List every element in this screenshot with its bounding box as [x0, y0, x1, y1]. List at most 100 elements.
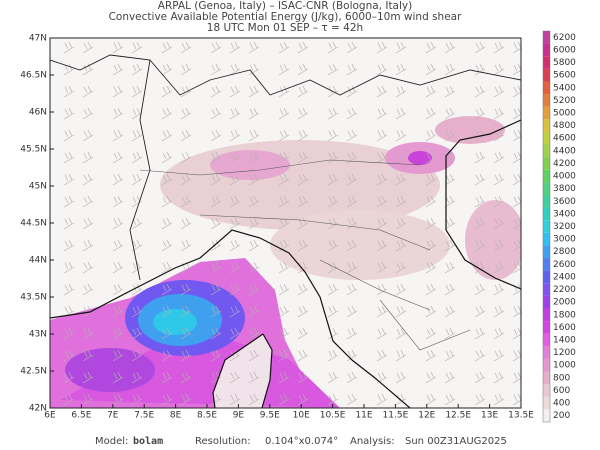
wind-barb	[395, 195, 407, 208]
wind-barb	[112, 85, 124, 98]
colorbar-label: 5400	[553, 83, 576, 93]
wind-barb	[278, 305, 290, 318]
wind-barb	[346, 283, 358, 296]
wind-barb	[131, 129, 143, 142]
colorbar-swatch	[543, 169, 550, 183]
wind-barb	[180, 239, 192, 252]
wind-barb	[248, 283, 260, 296]
wind-barb	[248, 239, 260, 252]
colorbar-swatch	[543, 321, 550, 334]
wind-barb	[376, 305, 388, 318]
wind-barb	[425, 195, 437, 208]
wind-barb	[493, 283, 505, 296]
wind-barb	[229, 195, 241, 208]
wind-barb	[161, 371, 173, 384]
colorbar-label: 5800	[553, 58, 576, 68]
lon-label: 10.5E	[320, 411, 346, 421]
wind-barb	[327, 107, 339, 120]
wind-barb	[493, 327, 505, 340]
wind-barb	[82, 107, 94, 120]
wind-barb	[63, 349, 75, 362]
wind-barb	[395, 239, 407, 252]
wind-barb	[278, 393, 290, 406]
wind-barb	[297, 195, 309, 208]
coastline	[50, 229, 411, 408]
wind-barb	[180, 393, 192, 406]
wind-barb	[474, 217, 486, 230]
lon-label: 7.5E	[134, 411, 154, 421]
wind-barb	[229, 129, 241, 142]
colorbar-label: 2800	[553, 247, 576, 257]
wind-barb	[297, 107, 309, 120]
wind-barb	[474, 393, 486, 406]
colorbar-label: 2000	[553, 298, 576, 308]
wind-barb	[63, 393, 75, 406]
lat-axis: 47N 46.5N 46N 45.5N 45N 44.5N 44N 43.5N 43N 42.5N…	[20, 34, 54, 414]
wind-barb	[180, 129, 192, 142]
wind-barb	[112, 173, 124, 186]
wind-barb	[278, 371, 290, 384]
wind-barb	[493, 173, 505, 186]
colorbar-label: 6200	[553, 33, 576, 43]
wind-barb	[346, 239, 358, 252]
wind-barb	[297, 151, 309, 164]
wind-barb	[112, 195, 124, 208]
wind-barb	[297, 349, 309, 362]
wind-barb	[161, 305, 173, 318]
lon-label: 13E	[481, 411, 498, 421]
wind-barb	[376, 239, 388, 252]
colorbar-label: 2600	[553, 260, 576, 270]
wind-barb	[346, 305, 358, 318]
wind-barb	[493, 261, 505, 274]
wind-barb	[346, 371, 358, 384]
land	[213, 334, 272, 408]
wind-barb	[297, 63, 309, 76]
wind-barb	[395, 41, 407, 54]
lat-label: 43.5N	[20, 293, 47, 303]
lat-label: 42N	[29, 404, 47, 414]
wind-barb	[444, 283, 456, 296]
wind-barb	[229, 217, 241, 230]
wind-barb	[425, 349, 437, 362]
cape-area	[435, 116, 505, 144]
colorbar: 200 400 600 800 1000 1200 1400 1600 1800 2000 2200…	[542, 30, 576, 423]
wind-barb	[131, 349, 143, 362]
lat-label: 43N	[29, 330, 47, 340]
lat-label: 47N	[29, 34, 47, 44]
wind-barb	[297, 327, 309, 340]
footer-label: Analysis:	[350, 436, 395, 447]
wind-barb	[278, 63, 290, 76]
wind-barb	[112, 349, 124, 362]
wind-barb	[493, 349, 505, 362]
wind-barb	[493, 107, 505, 120]
wind-barb	[82, 327, 94, 340]
wind-barb	[229, 349, 241, 362]
colorbar-label: 800	[553, 373, 570, 383]
wind-barb	[63, 217, 75, 230]
wind-barb	[131, 371, 143, 384]
colorbar-swatch	[543, 308, 550, 322]
wind-barb	[229, 371, 241, 384]
wind-barb	[112, 129, 124, 142]
wind-barb	[474, 107, 486, 120]
wind-barb	[248, 107, 260, 120]
colorbar-swatch	[543, 207, 550, 221]
wind-barb	[297, 173, 309, 186]
wind-barb	[180, 283, 192, 296]
colorbar-swatch	[543, 358, 550, 372]
wind-barb	[278, 327, 290, 340]
wind-barb	[161, 239, 173, 252]
colorbar-label: 6000	[553, 45, 576, 55]
wind-barb	[444, 349, 456, 362]
lon-label: 13.5E	[508, 411, 534, 421]
colorbar-swatch	[543, 81, 550, 95]
wind-barb	[395, 305, 407, 318]
wind-barb	[297, 305, 309, 318]
lon-label: 9.5E	[260, 411, 280, 421]
colorbar-label: 2400	[553, 272, 576, 282]
wind-barb	[444, 371, 456, 384]
wind-barb	[210, 41, 222, 54]
wind-barb	[229, 107, 241, 120]
colorbar-swatch	[543, 94, 550, 107]
wind-barb	[425, 63, 437, 76]
